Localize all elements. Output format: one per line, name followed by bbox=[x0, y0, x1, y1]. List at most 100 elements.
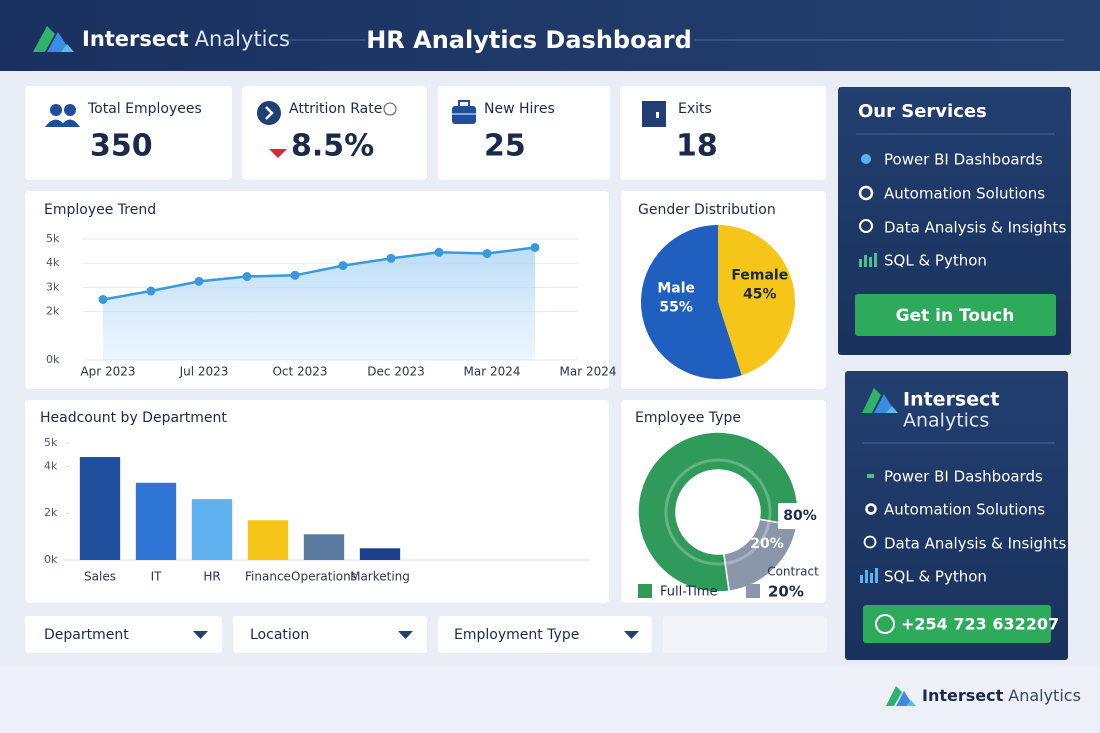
bar bbox=[359, 548, 401, 560]
pie-slice bbox=[718, 225, 795, 376]
x-tick-label: Oct 2023 bbox=[272, 365, 327, 379]
phone-button[interactable] bbox=[863, 605, 1051, 643]
footer bbox=[0, 666, 1100, 733]
bar bbox=[191, 499, 233, 560]
charts: 0k 2k 3k 4k 5k Apr 2023 Jul 2023 Oct 2023 Dec 20… bbox=[44, 225, 820, 601]
line-area bbox=[103, 247, 535, 360]
brand-name: Intersect bbox=[903, 389, 999, 411]
point bbox=[530, 242, 540, 252]
x-tick-label: Mar 2024 bbox=[560, 365, 617, 379]
kpi-card bbox=[25, 86, 232, 180]
dropdown-arrow bbox=[193, 631, 208, 639]
dropdown-arrow bbox=[624, 631, 639, 639]
legend-label: Full-Time bbox=[660, 585, 718, 600]
point bbox=[338, 261, 348, 271]
brand-suffix: Analytics bbox=[195, 27, 290, 51]
brand-name: Intersect bbox=[82, 27, 189, 51]
service-icon bbox=[860, 568, 878, 583]
pie-slice bbox=[641, 225, 742, 379]
logo-icon bbox=[33, 26, 74, 52]
filter-placeholder bbox=[663, 616, 827, 653]
kpi-label: Total Employees bbox=[87, 101, 202, 117]
point bbox=[434, 247, 444, 257]
y-tick-label: 0k bbox=[44, 553, 58, 566]
service-item: Automation Solutions bbox=[884, 185, 1045, 203]
point bbox=[386, 253, 396, 263]
brand-name: Intersect bbox=[922, 686, 1004, 705]
service-item: Automation Solutions bbox=[884, 501, 1045, 519]
x-tick-label: Dec 2023 bbox=[367, 365, 425, 379]
y-tick-label: 5k bbox=[44, 436, 58, 449]
legend-swatch bbox=[746, 584, 760, 598]
service-item: Data Analysis & Insights bbox=[884, 535, 1066, 553]
service-item: SQL & Python bbox=[884, 568, 987, 586]
point bbox=[290, 270, 300, 280]
y-tick-label: 5k bbox=[46, 232, 60, 245]
kpi-icon bbox=[45, 104, 80, 127]
service-icon bbox=[859, 219, 873, 233]
legend-label: 20% bbox=[768, 583, 804, 601]
kpi-label: Exits bbox=[678, 101, 712, 117]
kpi-value: 25 bbox=[484, 129, 526, 164]
filter-dropdown[interactable] bbox=[438, 616, 652, 653]
filter-dropdown[interactable] bbox=[233, 616, 427, 653]
kpi-card bbox=[242, 86, 427, 180]
kpi-icon bbox=[642, 101, 666, 127]
kpi-card bbox=[620, 86, 826, 180]
brand-suffix: Analytics bbox=[903, 410, 989, 432]
cta-button[interactable] bbox=[855, 294, 1056, 336]
y-tick-label: 2k bbox=[46, 305, 60, 318]
slice-value: 45% bbox=[743, 286, 777, 302]
y-tick-label: 4k bbox=[46, 256, 60, 269]
logo-icon bbox=[886, 686, 916, 706]
services-card bbox=[838, 87, 1071, 355]
chart-title: Headcount by Department bbox=[40, 410, 227, 426]
filter-dropdown[interactable] bbox=[25, 616, 222, 653]
header-bar bbox=[0, 0, 1100, 71]
kpi-card bbox=[438, 86, 610, 180]
service-icon bbox=[863, 535, 877, 549]
donut-slice bbox=[722, 518, 798, 593]
kpi-label: Attrition Rate bbox=[289, 101, 382, 117]
kpi-icon bbox=[257, 101, 281, 125]
footer-brand: Intersect Analytics bbox=[922, 686, 1081, 705]
y-tick-label: 4k bbox=[44, 459, 58, 472]
legend-swatch bbox=[638, 584, 652, 598]
point bbox=[482, 249, 492, 259]
x-tick-label: Apr 2023 bbox=[80, 365, 135, 379]
x-tick-label: IT bbox=[151, 570, 163, 584]
line bbox=[102, 246, 536, 301]
cta-label: Get in Touch bbox=[896, 306, 1015, 326]
y-tick-label: 0k bbox=[46, 353, 60, 366]
x-tick-label: Marketing bbox=[350, 570, 410, 584]
service-icon bbox=[859, 253, 877, 267]
info-icon[interactable] bbox=[383, 102, 397, 116]
x-tick-label: Jul 2023 bbox=[179, 365, 229, 379]
label-box bbox=[778, 503, 820, 529]
service-icon bbox=[858, 185, 874, 201]
service-item: Power BI Dashboards bbox=[884, 151, 1043, 169]
slice-label: Male bbox=[657, 281, 695, 297]
service-item: SQL & Python bbox=[884, 252, 987, 270]
phone-label: +254 723 632207 bbox=[901, 615, 1059, 634]
service-item: Power BI Dashboards bbox=[884, 468, 1043, 486]
trend-down-icon bbox=[269, 149, 287, 158]
bar bbox=[303, 534, 345, 560]
x-tick-label: Finance bbox=[245, 570, 291, 584]
kpi-icon bbox=[452, 100, 476, 124]
slice-value: 20% bbox=[750, 536, 784, 552]
chart-title: Employee Type bbox=[635, 410, 741, 426]
point bbox=[98, 295, 108, 304]
filter-label: Department bbox=[44, 627, 129, 643]
x-tick-label: Sales bbox=[84, 570, 116, 584]
x-tick-label: Mar 2024 bbox=[464, 365, 521, 379]
kpi-label: New Hires bbox=[484, 101, 555, 117]
filter-label: Location bbox=[250, 627, 309, 643]
slice-value: 55% bbox=[659, 300, 693, 316]
whatsapp-icon bbox=[875, 614, 895, 634]
logo-icon bbox=[862, 388, 898, 413]
donut-ring bbox=[664, 458, 772, 566]
bar bbox=[135, 482, 177, 560]
x-tick-label: Operations bbox=[291, 570, 357, 584]
y-tick-label: 2k bbox=[44, 506, 58, 519]
